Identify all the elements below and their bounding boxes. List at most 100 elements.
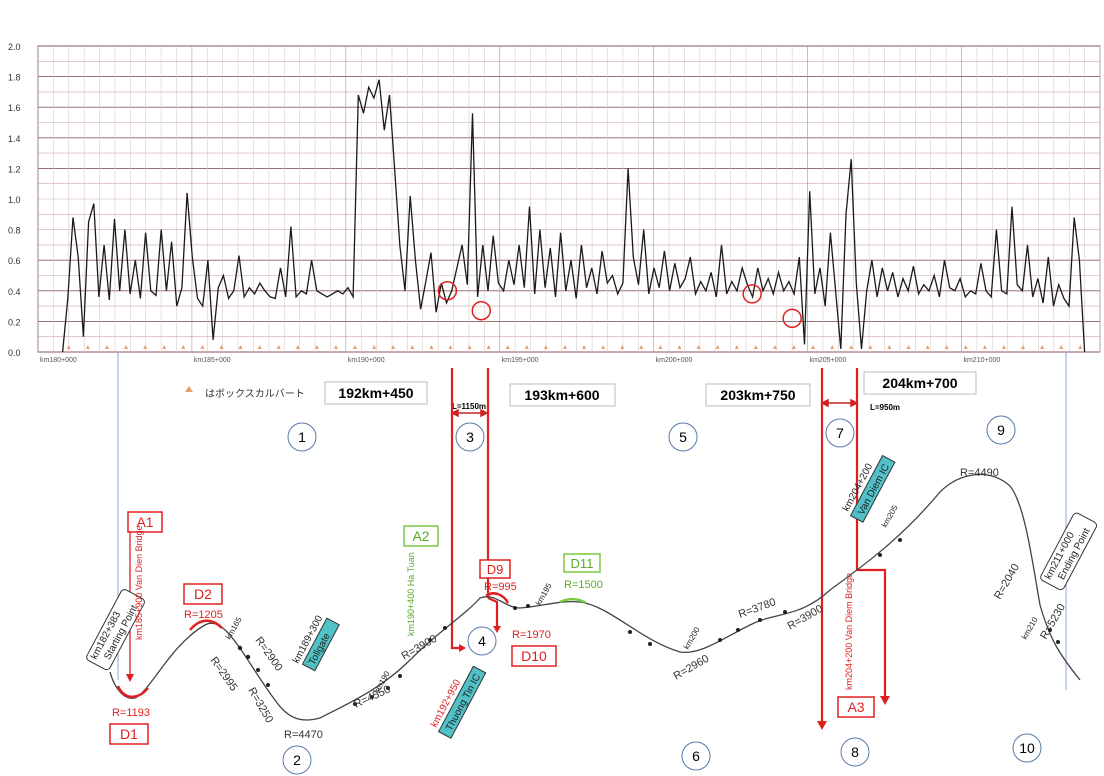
tag-d10: D10: [511, 645, 557, 667]
culvert-marker: [772, 345, 777, 349]
culvert-marker: [963, 345, 968, 349]
curve-d2-highlight: [189, 619, 223, 631]
y-tick-label: 1.8: [8, 73, 21, 83]
culvert-marker: [639, 345, 644, 349]
x-tick-label: km185+000: [194, 357, 231, 364]
radius-3900a: R=3900: [400, 633, 440, 663]
tag-a3-text: A3: [847, 699, 864, 715]
km-box-1: 192km+450: [324, 381, 428, 405]
tag-d9: D9: [479, 559, 511, 579]
culvert-marker: [162, 345, 167, 349]
y-tick-label: 2.0: [8, 42, 21, 52]
section-1-label: 1: [298, 429, 306, 445]
section-6-label: 6: [692, 748, 700, 764]
culvert-marker: [925, 345, 930, 349]
tag-a3: A3: [837, 696, 875, 718]
section-10-label: 10: [1019, 740, 1035, 756]
section-5-label: 5: [679, 429, 687, 445]
highlight-circle: [782, 308, 802, 329]
culvert-marker: [143, 345, 148, 349]
y-tick-label: 0.0: [8, 348, 21, 358]
legend-note: はボックスカルバート: [205, 388, 305, 400]
km-box-4-frame: [863, 371, 977, 395]
tag-a2: A2: [403, 525, 439, 547]
box-culvert-markers: [66, 345, 1083, 349]
km-box-3-text: 203km+750: [720, 387, 795, 403]
culvert-marker: [314, 345, 319, 349]
y-axis-ticks: 0.0 0.2 0.4 0.6 0.8 1.0 1.2 1.4 1.6 1.8 2.0: [8, 42, 21, 358]
radius-2995: R=2995: [208, 655, 240, 694]
culvert-marker: [200, 345, 205, 349]
tag-d11: D11: [563, 553, 601, 573]
culvert-marker: [333, 345, 338, 349]
section-3: 3: [455, 422, 485, 452]
bridge-2-label: km204+200 Van Diem Bridge: [844, 573, 854, 690]
culvert-marker: [391, 345, 396, 349]
culvert-marker: [658, 345, 663, 349]
km-box-1-text: 192km+450: [338, 385, 413, 401]
y-tick-label: 1.6: [8, 103, 21, 113]
thuong-tin-label: km192+950 Thuong Tin IC: [429, 665, 487, 739]
y-tick-label: 1.2: [8, 164, 21, 174]
culvert-marker: [257, 345, 262, 349]
culvert-marker: [601, 345, 606, 349]
section-4: 4: [467, 626, 497, 656]
chart: 0.0 0.2 0.4 0.6 0.8 1.0 1.2 1.4 1.6 1.8 2.0 km180+…: [8, 42, 1101, 364]
y-tick-label: 0.8: [8, 226, 21, 236]
tag-d1-text: D1: [120, 726, 138, 742]
x-tick-label: km195+000: [502, 357, 539, 364]
tag-a2-text: A2: [412, 528, 429, 544]
km210-marker: km210: [1020, 615, 1040, 641]
section-2: 2: [282, 745, 312, 775]
culvert-marker: [543, 345, 548, 349]
culvert-marker: [753, 345, 758, 349]
section-2-label: 2: [293, 752, 301, 768]
y-tick-label: 0.4: [8, 287, 21, 297]
section-markers: 1 2 3 4 5 6 7 8 9 10: [282, 415, 1042, 775]
highlight-circles: [437, 281, 802, 329]
culvert-marker: [696, 345, 701, 349]
culvert-marker: [582, 345, 587, 349]
culvert-marker: [792, 345, 797, 349]
tag-d2-text: D2: [194, 586, 212, 602]
span-arrow-2: [820, 398, 859, 408]
culvert-marker: [1040, 345, 1045, 349]
radius-2960: R=2960: [672, 653, 712, 683]
tag-d9-text: D9: [487, 562, 504, 577]
radius-1205: R=1205: [184, 609, 223, 621]
section-7: 7: [825, 418, 855, 448]
culvert-marker: [124, 345, 129, 349]
culvert-marker: [219, 345, 224, 349]
tollgate-label: km189+300 Tollgate: [291, 613, 340, 672]
radius-4490: R=4490: [960, 467, 999, 479]
km-box-2-text: 193km+600: [524, 387, 599, 403]
km-box-3-frame: [705, 383, 811, 407]
radius-995: R=995: [484, 581, 517, 593]
culvert-marker: [429, 345, 434, 349]
km200-marker: km200: [682, 625, 702, 651]
culvert-marker: [620, 345, 625, 349]
culvert-marker: [524, 345, 529, 349]
tag-d11-text: D11: [571, 556, 594, 571]
route-stations: [237, 538, 1060, 706]
culvert-marker: [181, 345, 186, 349]
section-10: 10: [1012, 733, 1042, 763]
culvert-marker: [734, 345, 739, 349]
section-5: 5: [668, 422, 698, 452]
km205-marker: km205: [880, 503, 900, 529]
section-6: 6: [681, 741, 711, 771]
culvert-marker: [849, 345, 854, 349]
km-box-1-frame: [324, 381, 428, 405]
y-tick-label: 1.4: [8, 134, 21, 144]
culvert-marker: [505, 345, 510, 349]
culvert-marker: [353, 345, 358, 349]
culvert-marker: [982, 345, 987, 349]
x-axis-ticks: km180+000 km185+000 km190+000 km195+000 km20…: [40, 357, 1000, 364]
x-tick-label: km180+000: [40, 357, 77, 364]
culvert-marker: [66, 345, 71, 349]
radius-1500: R=1500: [564, 579, 603, 591]
radius-4470: R=4470: [284, 729, 323, 741]
tag-a1-text: A1: [136, 514, 153, 530]
radius-1193: R=1193: [112, 707, 150, 719]
